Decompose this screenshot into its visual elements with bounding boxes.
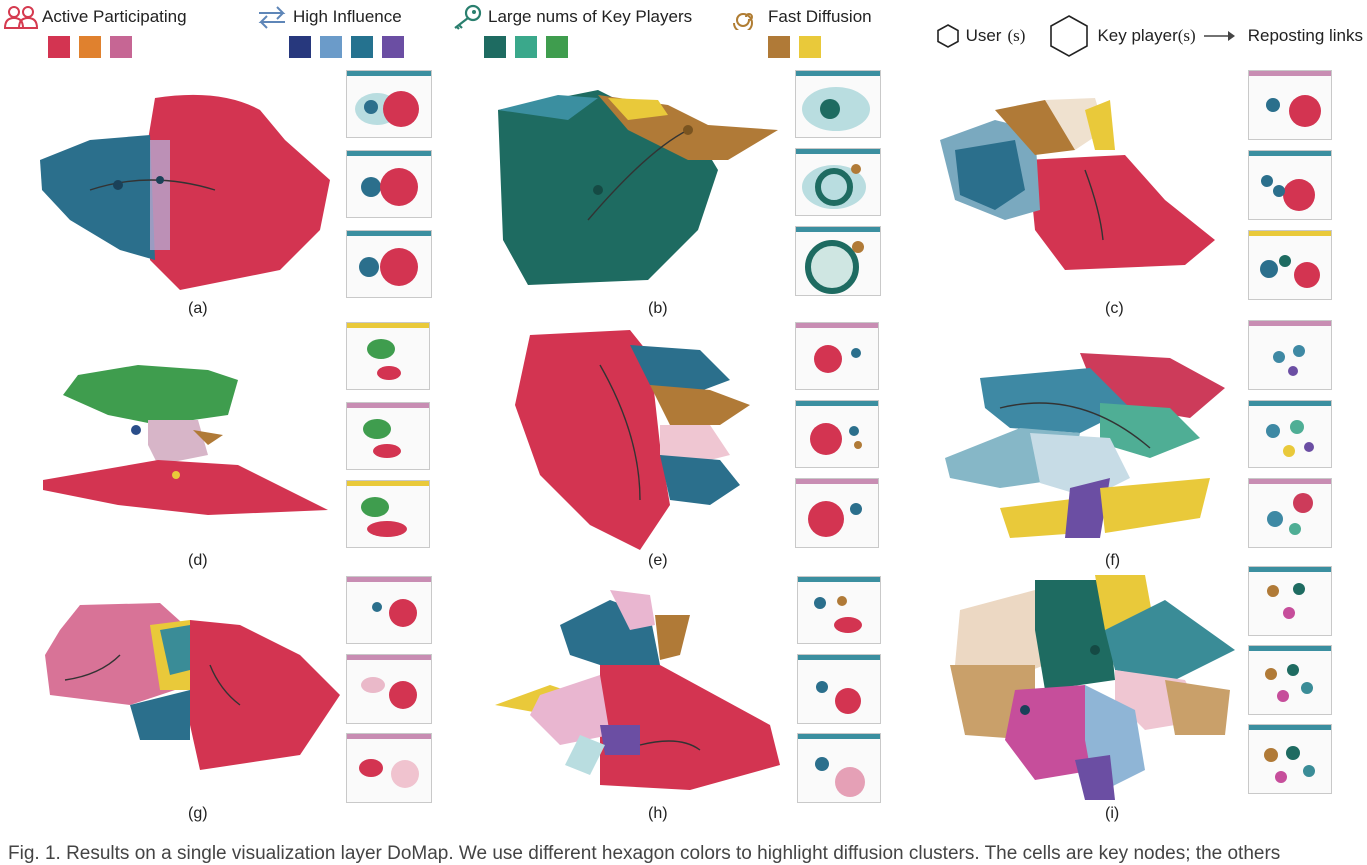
small-hexagon-icon [936, 24, 959, 48]
legend-label-diffusion: Fast Diffusion [768, 7, 872, 26]
users-icon [4, 6, 38, 29]
thumb-i2[interactable] [1248, 645, 1332, 715]
panel-label-b: (b) [648, 300, 668, 317]
swatch-active-2 [79, 36, 101, 58]
arrow-right-icon [1203, 31, 1235, 41]
legend: Active Participating High Influence [0, 0, 1367, 62]
thumb-c1[interactable] [1248, 70, 1332, 140]
swatch-influence-3 [351, 36, 373, 58]
panel-a-map [30, 80, 340, 300]
large-hexagon-icon [1050, 15, 1089, 57]
swatch-influence-1 [289, 36, 311, 58]
swatch-influence-2 [320, 36, 342, 58]
figure-caption: Fig. 1. Results on a single visualizatio… [8, 843, 1281, 864]
panel-i-map [945, 570, 1235, 810]
thumb-h3[interactable] [797, 733, 881, 803]
thumb-g1[interactable] [346, 576, 432, 644]
panel-label-g: (g) [188, 805, 208, 822]
swatch-key-2 [515, 36, 537, 58]
panel-c-map [935, 90, 1235, 290]
thumb-g3[interactable] [346, 733, 432, 803]
user-legend-suffix: (s) [1007, 26, 1026, 45]
thumb-f1[interactable] [1248, 320, 1332, 390]
thumb-h2[interactable] [797, 654, 881, 724]
swatch-active-1 [48, 36, 70, 58]
panel-label-i: (i) [1105, 805, 1120, 822]
key-icon [454, 4, 482, 30]
thumb-b3[interactable] [795, 226, 881, 296]
thumb-d3[interactable] [346, 480, 430, 548]
panel-g-map [40, 595, 340, 775]
thumb-a2[interactable] [346, 150, 432, 218]
panel-b-map [488, 70, 788, 300]
panel-f-map [940, 348, 1240, 548]
swatch-key-3 [546, 36, 568, 58]
legend-active-participating: Active Participating [4, 4, 187, 58]
thumb-e2[interactable] [795, 400, 879, 468]
key-player-legend-suffix: (s) [1177, 26, 1196, 45]
thumb-d2[interactable] [346, 402, 430, 470]
swap-arrows-icon [258, 6, 286, 29]
panel-label-d: (d) [188, 552, 208, 569]
thumb-a3[interactable] [346, 230, 432, 298]
panel-label-h: (h) [648, 805, 668, 822]
thumb-c2[interactable] [1248, 150, 1332, 220]
thumb-g2[interactable] [346, 654, 432, 724]
thumb-d1[interactable] [346, 322, 430, 390]
panel-label-c: (c) [1105, 300, 1124, 317]
swatch-influence-4 [382, 36, 404, 58]
panel-h-map [490, 585, 790, 795]
thumb-b1[interactable] [795, 70, 881, 138]
panel-e-map [510, 325, 770, 555]
legend-high-influence: High Influence [255, 4, 404, 58]
thumb-e1[interactable] [795, 322, 879, 390]
reposting-links-label: Reposting links [1247, 26, 1363, 45]
panel-label-a: (a) [188, 300, 208, 317]
legend-label-key-players: Large nums of Key Players [488, 7, 693, 26]
thumb-h1[interactable] [797, 576, 881, 644]
panel-label-e: (e) [648, 552, 668, 569]
thumb-e3[interactable] [795, 478, 879, 548]
legend-fast-diffusion: Fast Diffusion [730, 4, 872, 58]
thumb-i1[interactable] [1248, 566, 1332, 636]
key-player-legend-label: Key player [1097, 26, 1178, 45]
user-legend-label: User [965, 26, 1002, 45]
swatch-active-3 [110, 36, 132, 58]
swatch-diffusion-1 [768, 36, 790, 58]
panel-label-f: (f) [1105, 552, 1121, 569]
panel-d-map [38, 335, 338, 525]
swatch-diffusion-2 [799, 36, 821, 58]
swatch-key-1 [484, 36, 506, 58]
spiral-icon [733, 12, 753, 30]
thumb-f2[interactable] [1248, 400, 1332, 468]
shape-legend: User (s) Key player (s) Reposting links [936, 14, 1363, 58]
thumb-i3[interactable] [1248, 724, 1332, 794]
legend-label-influence: High Influence [293, 7, 402, 26]
thumb-a1[interactable] [346, 70, 432, 138]
thumb-f3[interactable] [1248, 478, 1332, 548]
thumb-b2[interactable] [795, 148, 881, 216]
legend-key-players: Large nums of Key Players [450, 4, 692, 58]
legend-label-active: Active Participating [42, 7, 187, 26]
thumb-c3[interactable] [1248, 230, 1332, 300]
